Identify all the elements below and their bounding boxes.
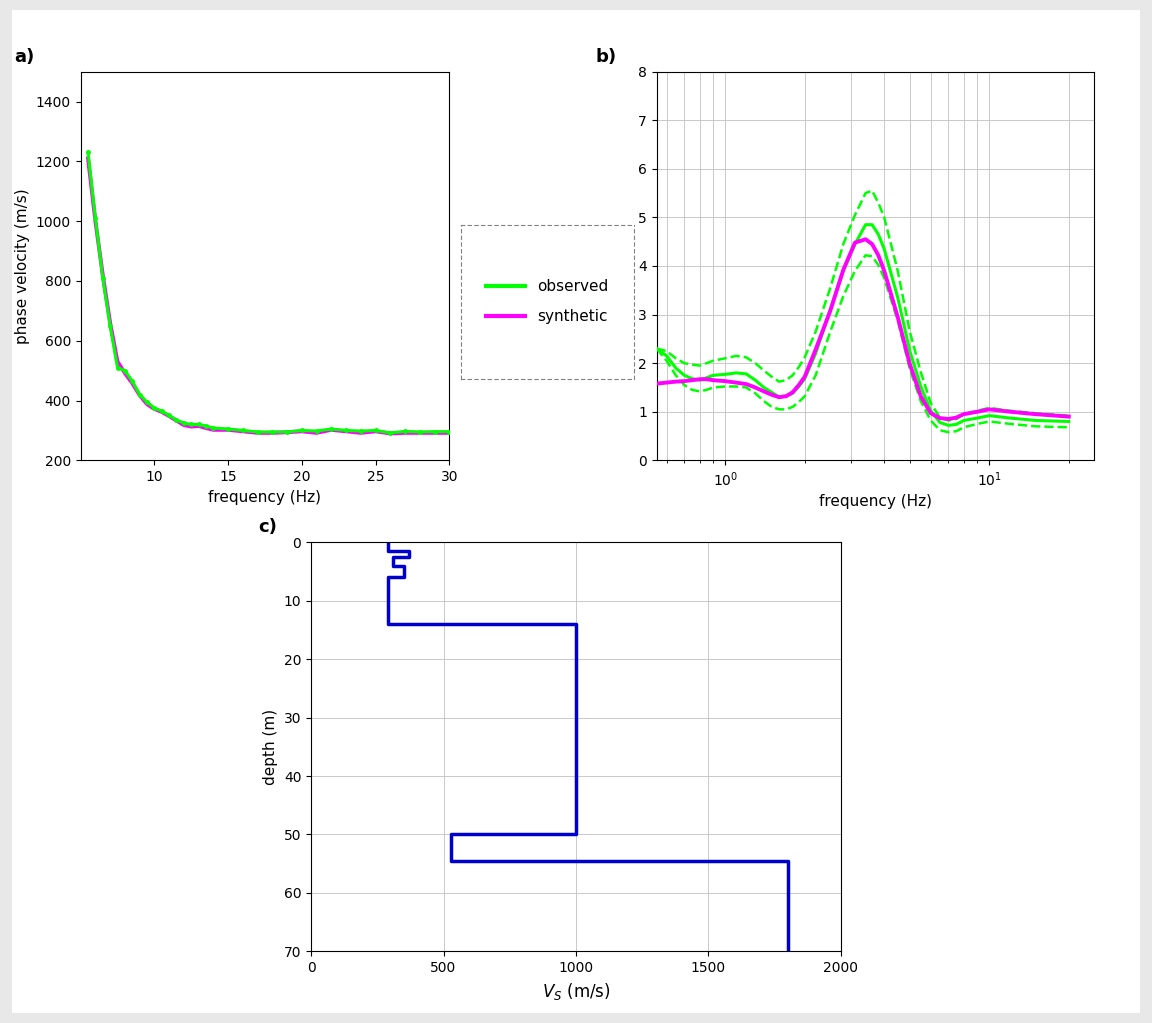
Text: c): c) — [258, 518, 276, 536]
Legend: observed, synthetic: observed, synthetic — [475, 267, 620, 337]
X-axis label: frequency (Hz): frequency (Hz) — [819, 494, 932, 509]
X-axis label: frequency (Hz): frequency (Hz) — [209, 490, 321, 504]
Y-axis label: HVSR: HVSR — [617, 244, 632, 287]
Y-axis label: phase velocity (m/s): phase velocity (m/s) — [15, 188, 30, 344]
Text: a): a) — [14, 48, 35, 66]
Y-axis label: depth (m): depth (m) — [263, 709, 278, 785]
X-axis label: $V_S$ (m/s): $V_S$ (m/s) — [541, 981, 611, 1002]
Text: b): b) — [596, 48, 616, 66]
